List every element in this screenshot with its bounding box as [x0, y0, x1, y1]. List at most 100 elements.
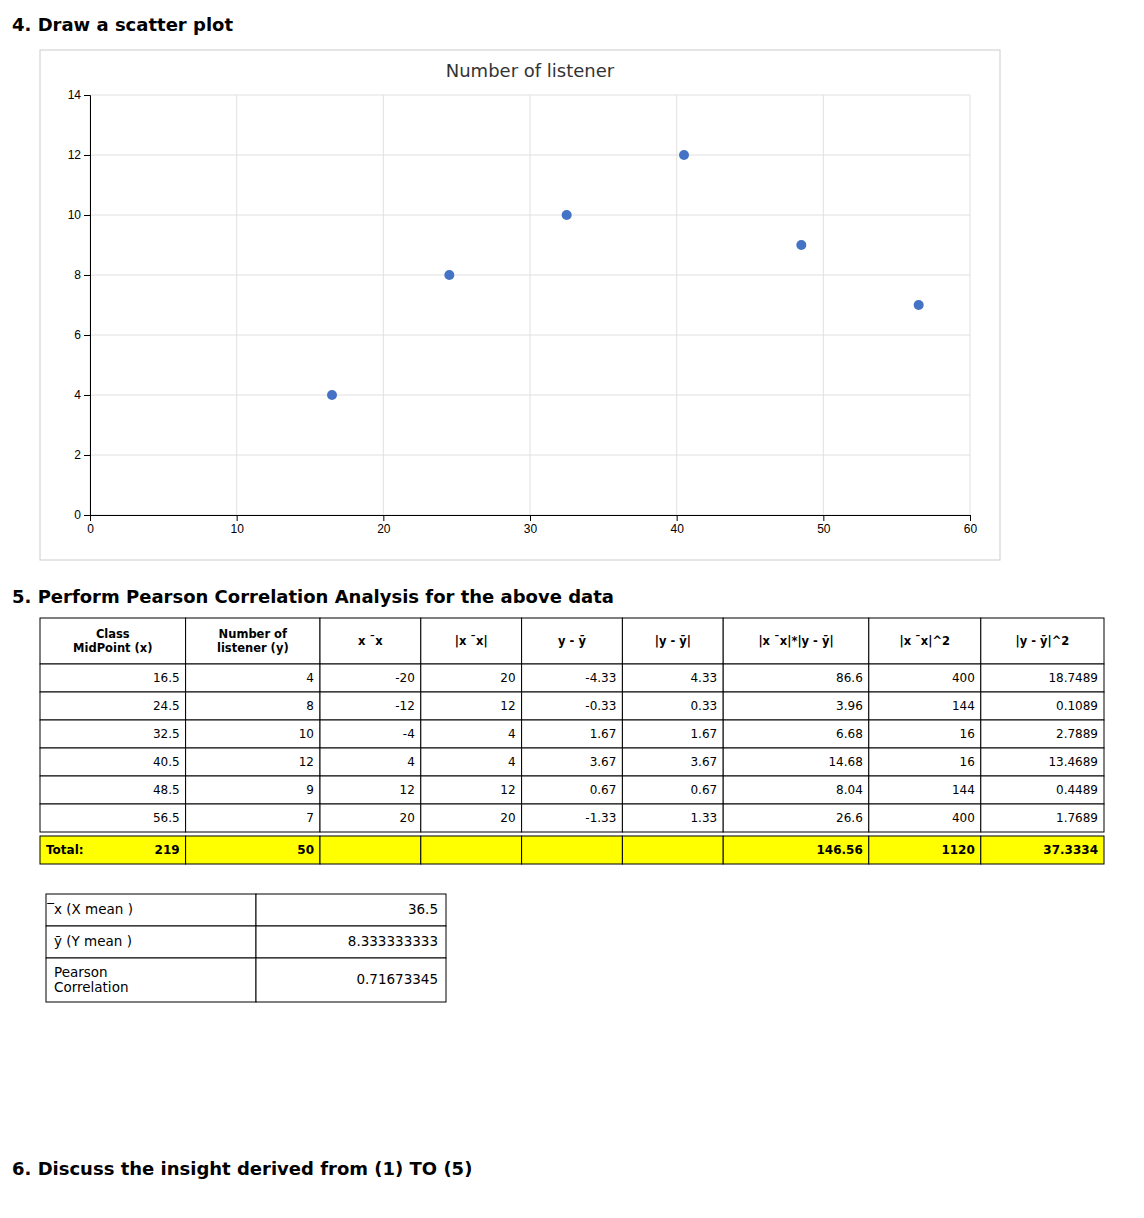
- cell-value: 4: [407, 755, 415, 769]
- cell-value: 20: [400, 811, 415, 825]
- x-tick-label: 0: [87, 522, 94, 536]
- table-cell: [186, 804, 320, 832]
- y-tick-mark: [84, 95, 90, 96]
- cell-value: 9: [306, 783, 314, 797]
- table-cell: [40, 776, 186, 804]
- cell-value: -4: [403, 727, 415, 741]
- y-tick-mark: [84, 335, 90, 336]
- scatter-plot: Number of listener0102030405060024681012…: [68, 60, 978, 536]
- header-cell: [186, 618, 320, 664]
- x-tick-label: 40: [670, 522, 684, 536]
- y-tick: 14: [68, 88, 90, 102]
- stats-cell: [256, 894, 446, 926]
- cell-value: 0.67: [690, 783, 717, 797]
- table-cell: [421, 664, 522, 692]
- table-cell: [40, 748, 186, 776]
- grid-line-y: [90, 455, 970, 456]
- total-cell: [723, 836, 869, 864]
- cell-value: 7: [306, 811, 314, 825]
- x-tick-mark: [237, 515, 238, 521]
- table-cell: [40, 804, 186, 832]
- point: [562, 210, 572, 220]
- table-cell: [522, 664, 623, 692]
- table-cell: [421, 720, 522, 748]
- total-label: Total:: [46, 843, 84, 857]
- cell-value: 16.5: [153, 671, 180, 685]
- table-cell: [622, 720, 723, 748]
- x-tick: 60: [964, 515, 978, 536]
- total-cell: [622, 836, 723, 864]
- y-tick-label: 12: [68, 148, 82, 162]
- cell-value: 3.67: [690, 755, 717, 769]
- table-cell: [320, 776, 421, 804]
- cell-value: 2.7889: [1056, 727, 1098, 741]
- table-cell: [186, 692, 320, 720]
- y-tick-mark: [84, 215, 90, 216]
- table-cell: [981, 776, 1104, 804]
- stats-table: ̅x (X mean )36.5ȳ (Y mean )8.333333333Pe…: [46, 894, 446, 1002]
- grid-line-y: [90, 155, 970, 156]
- x-axis-line: [91, 516, 971, 522]
- x-tick-mark: [383, 515, 384, 521]
- table-cell: [723, 720, 869, 748]
- header-cell: [622, 618, 723, 664]
- x-tick: 40: [670, 515, 684, 536]
- cell-value: 1.67: [690, 727, 717, 741]
- table-cell: [522, 804, 623, 832]
- y-tick-mark: [84, 455, 90, 456]
- table-cell: [723, 804, 869, 832]
- stats-cell: [46, 958, 256, 1002]
- total-cell: [522, 836, 623, 864]
- table-cell: [40, 664, 186, 692]
- cell-value: 1.67: [590, 727, 617, 741]
- header-label: |x ¯x|*|y - ȳ|: [758, 634, 833, 648]
- table-cell: [622, 664, 723, 692]
- cell-value: 26.6: [836, 811, 863, 825]
- total-cell: [186, 836, 320, 864]
- y-tick: 4: [74, 388, 90, 402]
- total-value: 1120: [941, 843, 974, 857]
- total-cell: [320, 836, 421, 864]
- table-cell: [421, 804, 522, 832]
- x-tick-label: 10: [230, 522, 244, 536]
- table-cell: [622, 804, 723, 832]
- stats-label: ȳ (Y mean ): [54, 933, 132, 949]
- y-tick-label: 14: [68, 88, 82, 102]
- stats-cell: [46, 926, 256, 958]
- total-value: 50: [297, 843, 314, 857]
- y-tick: 2: [74, 448, 90, 462]
- table-cell: [186, 664, 320, 692]
- y-tick: 8: [74, 268, 90, 282]
- y-tick: 12: [68, 148, 90, 162]
- x-tick: 30: [524, 515, 538, 536]
- y-tick-label: 2: [74, 448, 81, 462]
- x-tick-mark: [530, 515, 531, 521]
- y-tick-label: 10: [68, 208, 82, 222]
- point: [444, 270, 454, 280]
- table-cell: [622, 748, 723, 776]
- header-cell: [40, 618, 186, 664]
- table-cell: [869, 748, 981, 776]
- x-axis: 0 10 20 30 40 50 60: [87, 515, 977, 536]
- x-tick: 50: [817, 515, 831, 536]
- cell-value: 12: [299, 755, 314, 769]
- grid-line-x: [676, 95, 677, 515]
- table-cell: [421, 692, 522, 720]
- table-cell: [622, 692, 723, 720]
- cell-value: 400: [952, 671, 975, 685]
- table-cell: [421, 748, 522, 776]
- stats-value: 0.71673345: [356, 971, 438, 987]
- cell-value: 0.33: [690, 699, 717, 713]
- y-tick-label: 4: [74, 388, 81, 402]
- total-cell: [40, 836, 186, 864]
- y-tick: 10: [68, 208, 90, 222]
- cell-value: 4: [508, 727, 516, 741]
- cell-value: 4.33: [690, 671, 717, 685]
- x-tick-label: 20: [377, 522, 391, 536]
- section-label: 4. Draw a scatter plot: [12, 14, 233, 35]
- stats-label: PearsonCorrelation: [54, 964, 128, 995]
- cell-value: 16: [960, 755, 975, 769]
- table-cell: [981, 692, 1104, 720]
- cell-value: 24.5: [153, 699, 180, 713]
- y-tick-mark: [84, 275, 90, 276]
